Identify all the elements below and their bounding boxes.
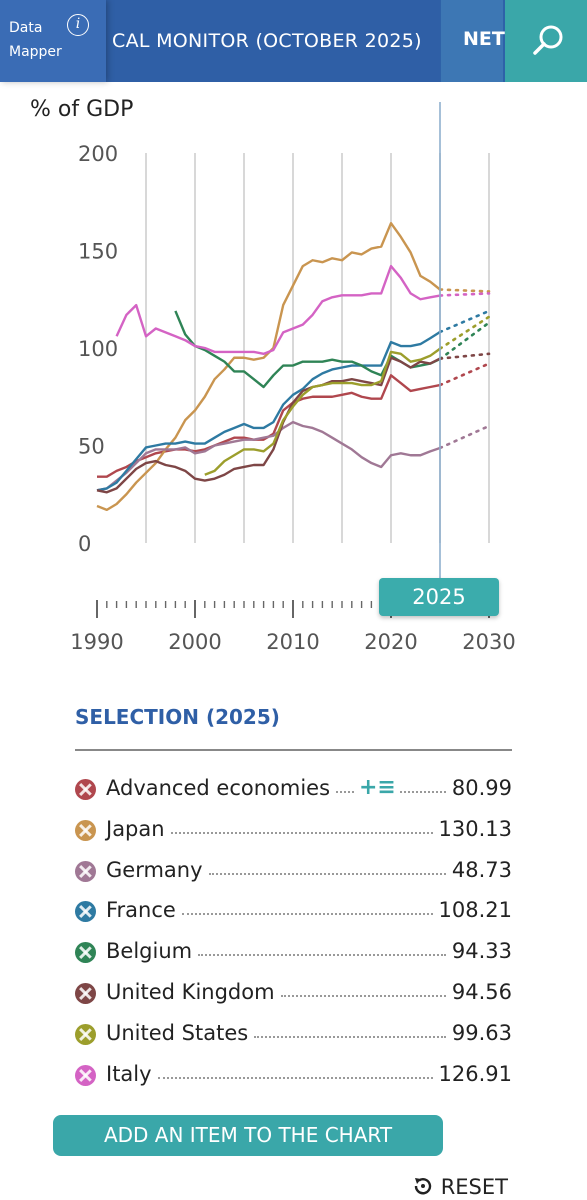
leader-dots xyxy=(182,913,433,916)
remove-series-icon[interactable] xyxy=(75,860,96,882)
y-tick-label: 200 xyxy=(78,142,118,166)
legend-item[interactable]: Advanced economies 80.99 +≡ xyxy=(75,775,512,805)
legend-item-name: Japan xyxy=(106,816,171,841)
remove-series-icon[interactable] xyxy=(75,1064,96,1086)
leader-dots xyxy=(254,1035,446,1038)
legend-item-name: Advanced economies xyxy=(106,776,337,800)
legend-item-name: United States xyxy=(106,1020,255,1045)
series-projection xyxy=(438,288,491,293)
series-projection xyxy=(438,352,491,360)
legend-item[interactable]: Japan 130.13 xyxy=(75,816,512,846)
tab-net-label: NET xyxy=(463,28,505,50)
remove-series-icon[interactable] xyxy=(75,819,96,841)
series-line xyxy=(204,347,441,476)
legend-item-value: 94.33 xyxy=(445,939,512,964)
app-title-text: CAL MONITOR (OCTOBER 2025) xyxy=(112,30,422,52)
add-item-button[interactable]: ADD AN ITEM TO THE CHART xyxy=(53,1115,443,1156)
series-projection xyxy=(438,315,491,351)
legend-item-value: 130.13 xyxy=(432,816,512,841)
x-tick-label: 1990 xyxy=(70,630,123,654)
year-selector[interactable]: 2025 xyxy=(379,578,499,616)
legend-item-name: Belgium xyxy=(106,939,199,964)
x-tick-label: 2000 xyxy=(168,630,221,654)
data-mapper-label-line2: Mapper xyxy=(9,44,62,60)
leader-dots xyxy=(281,995,446,997)
legend-item-value: 94.56 xyxy=(445,980,512,1004)
series-projection xyxy=(438,321,491,361)
y-tick-label: 150 xyxy=(78,240,118,264)
reset-icon xyxy=(414,1178,432,1195)
series-projection xyxy=(438,292,491,297)
legend-item-name: Germany xyxy=(106,857,209,882)
legend-item-value: 80.99 xyxy=(445,776,512,800)
remove-series-icon[interactable] xyxy=(75,901,96,923)
x-tick-label: 2010 xyxy=(266,630,319,654)
debt-line-chart[interactable]: 0 50 100 150 200 1990 2000 2010 2020 2030 xyxy=(0,90,587,670)
legend-item-name: France xyxy=(106,898,182,923)
series-line xyxy=(115,264,441,356)
selection-divider xyxy=(75,749,512,751)
selection-title: SELECTION (2025) xyxy=(75,705,280,729)
tab-net[interactable]: NET xyxy=(441,0,505,82)
remove-series-icon[interactable] xyxy=(75,779,96,800)
series-projection xyxy=(438,424,491,450)
legend-item-name: Italy xyxy=(106,1061,158,1086)
series-line xyxy=(96,330,441,492)
y-tick-label: 50 xyxy=(78,435,105,459)
leader-dots xyxy=(171,831,433,834)
reset-button[interactable]: RESET xyxy=(412,1175,508,1199)
search-icon xyxy=(533,25,563,55)
legend-item[interactable]: Germany 48.73 xyxy=(75,857,512,887)
series-line xyxy=(96,420,441,492)
legend-item[interactable]: United Kingdom 94.56 xyxy=(75,979,512,1009)
legend-item-value: 108.21 xyxy=(432,898,512,923)
remove-series-icon[interactable] xyxy=(75,942,96,964)
leader-dots xyxy=(158,1076,433,1079)
search-button[interactable] xyxy=(505,0,587,82)
legend-item-value: 126.91 xyxy=(432,1061,512,1086)
x-tick-label: 2020 xyxy=(364,630,417,654)
series-projection xyxy=(438,309,491,334)
x-tick-label: 2030 xyxy=(462,630,515,654)
remove-series-icon[interactable] xyxy=(75,1023,96,1045)
data-mapper-button[interactable]: Data Mapper i xyxy=(0,0,106,82)
y-tick-label: 100 xyxy=(78,337,118,361)
legend-item-value: 99.63 xyxy=(445,1020,512,1045)
legend-item-value: 48.73 xyxy=(445,857,512,882)
leader-dots xyxy=(198,954,446,957)
legend-item-name: United Kingdom xyxy=(106,980,281,1004)
leader-dots xyxy=(209,872,446,875)
series-line xyxy=(174,310,441,389)
y-tick-label: 0 xyxy=(78,532,91,556)
legend-item[interactable]: Belgium 94.33 xyxy=(75,938,512,968)
remove-series-icon[interactable] xyxy=(75,983,96,1004)
top-bar: CAL MONITOR (OCTOBER 2025) Data Mapper i… xyxy=(0,0,587,82)
info-icon[interactable]: i xyxy=(67,14,89,36)
add-list-icon[interactable]: +≡ xyxy=(355,775,400,800)
legend-item[interactable]: United States 99.63 xyxy=(75,1020,512,1050)
y-axis-unit-label: % of GDP xyxy=(30,97,134,122)
data-mapper-label-line1: Data xyxy=(9,20,43,36)
series-projection xyxy=(438,362,491,387)
series-line xyxy=(96,356,441,494)
legend-item[interactable]: Italy 126.91 xyxy=(75,1061,512,1091)
legend-item[interactable]: France 108.21 xyxy=(75,897,512,927)
reset-label: RESET xyxy=(440,1175,508,1199)
